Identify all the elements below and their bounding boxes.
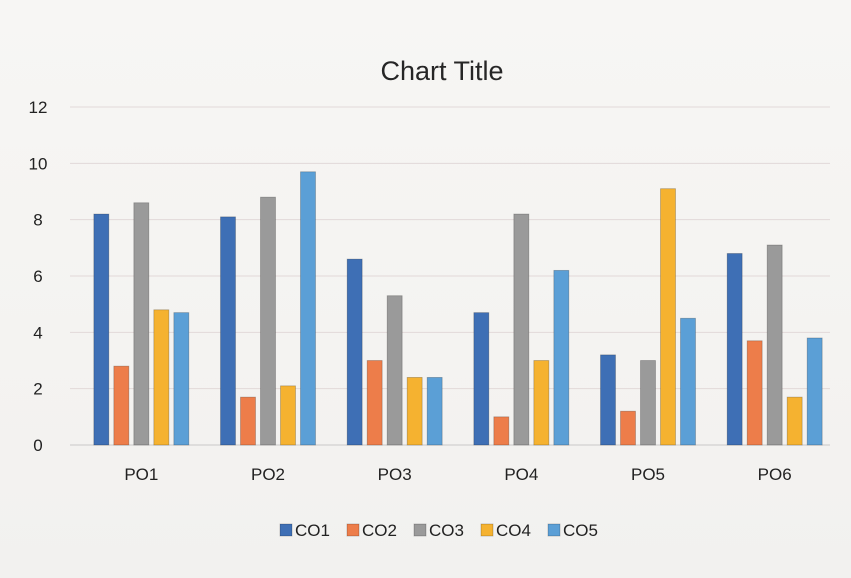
bar-co1-po6 bbox=[726, 253, 743, 446]
bar-co2-po6 bbox=[746, 340, 763, 446]
legend-swatch bbox=[346, 523, 360, 537]
bar-co5-po5 bbox=[680, 317, 696, 446]
bar-co5-po6 bbox=[806, 337, 823, 446]
y-tick-label: 8 bbox=[33, 211, 42, 230]
x-tick-label: PO5 bbox=[631, 465, 665, 484]
y-tick-label: 10 bbox=[29, 154, 48, 173]
bar-co5-po1 bbox=[173, 312, 190, 446]
gridlines bbox=[70, 106, 830, 446]
legend: CO1 CO2 CO3 CO4 CO5 bbox=[279, 521, 598, 540]
bar-co4-po1 bbox=[153, 309, 170, 446]
bar-co2-po3 bbox=[366, 360, 383, 446]
bar-co3-po4 bbox=[513, 213, 530, 446]
legend-label: CO4 bbox=[496, 521, 531, 540]
legend-item-co2: CO2 bbox=[346, 521, 397, 540]
bars bbox=[93, 171, 823, 446]
y-tick-label: 0 bbox=[33, 436, 42, 455]
legend-label: CO2 bbox=[362, 521, 397, 540]
bar-co2-po5 bbox=[620, 410, 636, 446]
bar-co1-po5 bbox=[600, 354, 616, 446]
bar-co4-po6 bbox=[786, 396, 803, 446]
bar-co5-po3 bbox=[426, 376, 443, 446]
x-tick-label: PO3 bbox=[378, 465, 412, 484]
bar-co5-po2 bbox=[300, 171, 316, 446]
x-tick-label: PO6 bbox=[758, 465, 792, 484]
bar-co3-po2 bbox=[260, 196, 276, 446]
legend-item-co1: CO1 bbox=[279, 521, 330, 540]
chart-title: Chart Title bbox=[380, 56, 503, 86]
x-tick-label: PO4 bbox=[504, 465, 538, 484]
bar-co1-po4 bbox=[473, 312, 490, 446]
legend-label: CO5 bbox=[563, 521, 598, 540]
bar-co4-po3 bbox=[406, 376, 423, 446]
bar-co4-po5 bbox=[660, 188, 676, 446]
legend-swatch bbox=[547, 523, 561, 537]
legend-label: CO1 bbox=[295, 521, 330, 540]
bar-co3-po3 bbox=[386, 295, 403, 446]
legend-swatch bbox=[480, 523, 494, 537]
bar-co4-po2 bbox=[280, 385, 296, 446]
y-tick-label: 4 bbox=[33, 323, 42, 342]
y-tick-label: 6 bbox=[33, 267, 42, 286]
x-tick-label: PO2 bbox=[251, 465, 285, 484]
bar-co2-po1 bbox=[113, 365, 130, 446]
bar-co3-po5 bbox=[640, 360, 656, 446]
bar-co1-po3 bbox=[346, 258, 363, 446]
bar-co3-po6 bbox=[766, 244, 783, 446]
y-tick-label: 12 bbox=[29, 98, 48, 117]
bar-co1-po2 bbox=[220, 216, 236, 446]
legend-item-co4: CO4 bbox=[480, 521, 531, 540]
bar-co4-po4 bbox=[533, 360, 550, 446]
y-tick-label: 2 bbox=[33, 380, 42, 399]
bar-co2-po4 bbox=[493, 416, 510, 446]
legend-item-co5: CO5 bbox=[547, 521, 598, 540]
x-tick-label: PO1 bbox=[124, 465, 158, 484]
legend-item-co3: CO3 bbox=[413, 521, 464, 540]
legend-label: CO3 bbox=[429, 521, 464, 540]
bar-co3-po1 bbox=[133, 202, 150, 446]
bar-co2-po2 bbox=[240, 396, 256, 446]
y-axis-ticks: 0 2 4 6 8 10 12 bbox=[29, 98, 48, 455]
bar-co1-po1 bbox=[93, 213, 110, 446]
legend-swatch bbox=[279, 523, 293, 537]
bar-co5-po4 bbox=[553, 269, 570, 446]
x-axis-ticks: PO1 PO2 PO3 PO4 PO5 PO6 bbox=[124, 465, 791, 484]
legend-swatch bbox=[413, 523, 427, 537]
